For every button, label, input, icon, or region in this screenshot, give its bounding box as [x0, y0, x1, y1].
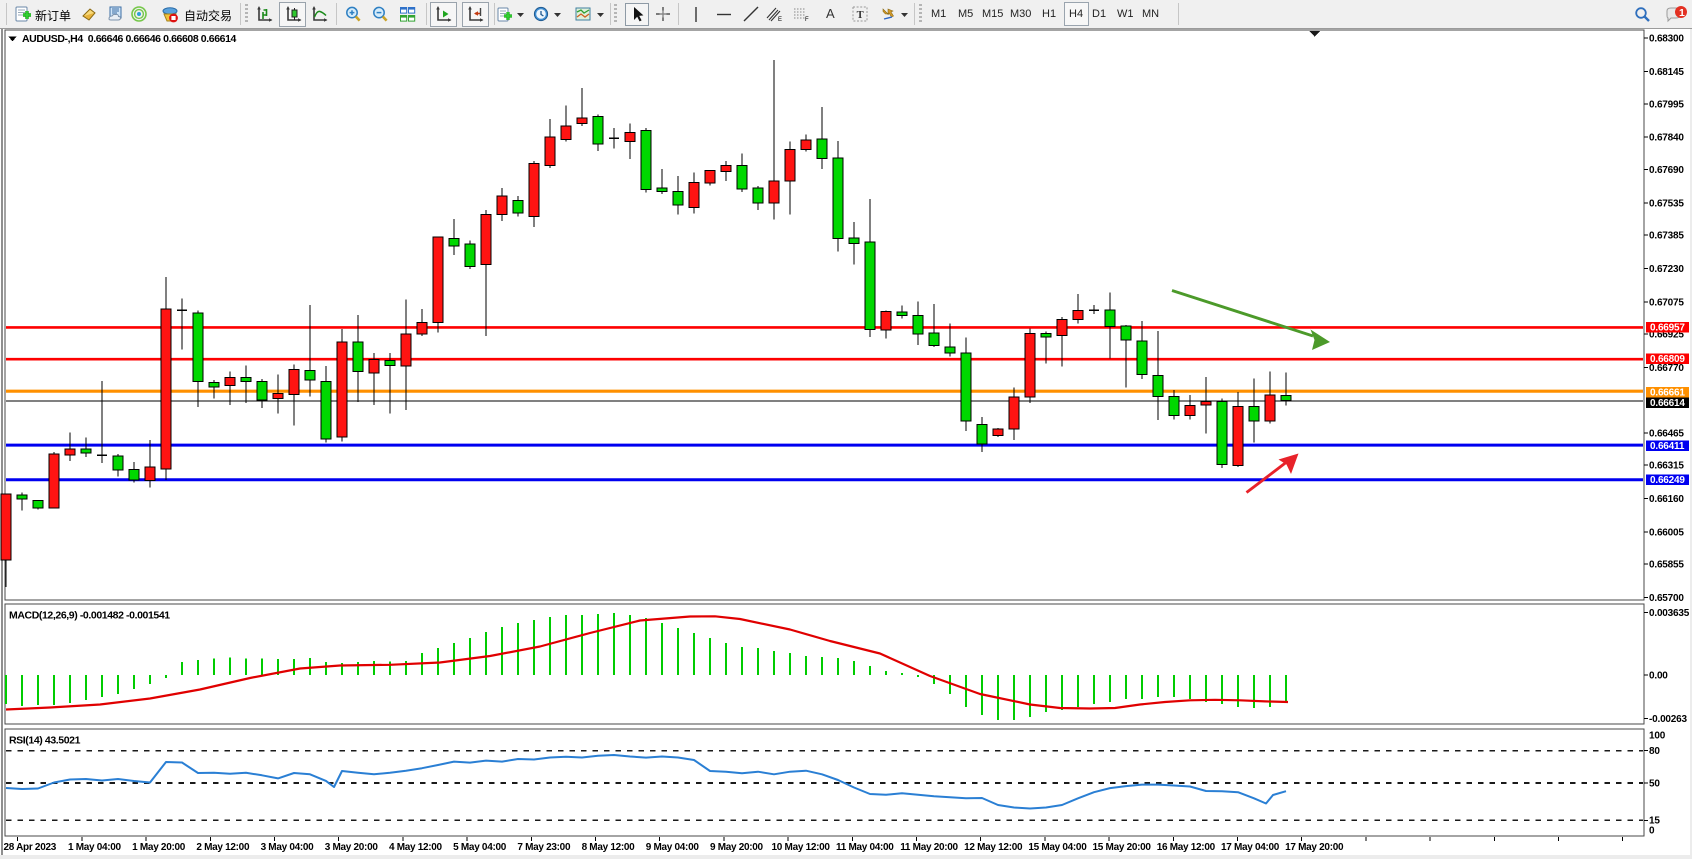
svg-text:1 May 04:00: 1 May 04:00	[68, 842, 122, 853]
svg-text:0.67840: 0.67840	[1649, 133, 1684, 144]
svg-text:0.67690: 0.67690	[1649, 165, 1684, 176]
svg-text:F: F	[805, 17, 809, 23]
svg-text:15: 15	[1649, 815, 1660, 826]
svg-text:0.66770: 0.66770	[1649, 363, 1684, 374]
svg-text:5 May 04:00: 5 May 04:00	[453, 842, 507, 853]
svg-text:0.66809: 0.66809	[1650, 354, 1685, 365]
svg-text:9 May 20:00: 9 May 20:00	[710, 842, 764, 853]
svg-text:17 May 20:00: 17 May 20:00	[1285, 842, 1344, 853]
svg-text:0.67535: 0.67535	[1649, 198, 1684, 209]
svg-text:-0.00263: -0.00263	[1649, 714, 1688, 725]
svg-text:80: 80	[1649, 746, 1660, 757]
svg-text:16 May 12:00: 16 May 12:00	[1157, 842, 1216, 853]
svg-text:0.66661: 0.66661	[1650, 388, 1685, 399]
svg-text:1 May 20:00: 1 May 20:00	[132, 842, 186, 853]
svg-text:9 May 04:00: 9 May 04:00	[646, 842, 700, 853]
svg-text:0.003635: 0.003635	[1649, 608, 1690, 619]
svg-text:11 May 20:00: 11 May 20:00	[900, 842, 958, 853]
svg-text:0.67995: 0.67995	[1649, 99, 1684, 110]
svg-text:0.67385: 0.67385	[1649, 231, 1684, 242]
svg-text:7 May 23:00: 7 May 23:00	[517, 842, 571, 853]
svg-text:0.66957: 0.66957	[1650, 323, 1685, 334]
svg-text:0: 0	[1649, 825, 1655, 836]
svg-text:28 Apr 2023: 28 Apr 2023	[4, 842, 57, 853]
svg-text:MACD(12,26,9) -0.001482 -0.001: MACD(12,26,9) -0.001482 -0.001541	[9, 610, 170, 622]
svg-text:0.66614: 0.66614	[1650, 398, 1685, 409]
svg-text:3 May 20:00: 3 May 20:00	[325, 842, 379, 853]
svg-text:17 May 04:00: 17 May 04:00	[1221, 842, 1280, 853]
svg-text:0.68300: 0.68300	[1649, 34, 1684, 45]
svg-text:12 May 12:00: 12 May 12:00	[964, 842, 1023, 853]
svg-text:0.65855: 0.65855	[1649, 560, 1684, 571]
svg-text:0.66925: 0.66925	[1649, 330, 1684, 341]
svg-text:0.68145: 0.68145	[1649, 67, 1684, 78]
svg-text:AUDUSD-,H4 0.66646 0.66646 0.: AUDUSD-,H4 0.66646 0.66646 0.66608 0.666…	[22, 33, 237, 45]
svg-text:0.66249: 0.66249	[1650, 475, 1685, 486]
svg-text:0.65700: 0.65700	[1649, 593, 1684, 604]
svg-text:0.66465: 0.66465	[1649, 428, 1684, 439]
svg-text:0.67075: 0.67075	[1649, 297, 1684, 308]
svg-text:0.66315: 0.66315	[1649, 461, 1684, 472]
svg-text:10 May 12:00: 10 May 12:00	[772, 842, 831, 853]
svg-text:11 May 04:00: 11 May 04:00	[836, 842, 894, 853]
svg-text:0.66411: 0.66411	[1650, 441, 1685, 452]
svg-text:0.67230: 0.67230	[1649, 264, 1684, 275]
svg-text:15 May 04:00: 15 May 04:00	[1028, 842, 1087, 853]
svg-text:T: T	[857, 10, 864, 21]
svg-text:0.66160: 0.66160	[1649, 494, 1684, 505]
svg-text:4 May 12:00: 4 May 12:00	[389, 842, 443, 853]
svg-text:8 May 12:00: 8 May 12:00	[582, 842, 636, 853]
svg-text:100: 100	[1649, 731, 1666, 742]
svg-text:0.66005: 0.66005	[1649, 527, 1684, 538]
svg-text:1: 1	[1679, 7, 1685, 19]
svg-text:E: E	[778, 17, 782, 23]
svg-text:50: 50	[1649, 779, 1660, 790]
svg-text:3 May 04:00: 3 May 04:00	[261, 842, 315, 853]
svg-text:15 May 20:00: 15 May 20:00	[1093, 842, 1152, 853]
svg-text:0.00: 0.00	[1649, 670, 1668, 681]
svg-text:RSI(14) 43.5021: RSI(14) 43.5021	[9, 735, 81, 747]
svg-text:2 May 12:00: 2 May 12:00	[196, 842, 250, 853]
